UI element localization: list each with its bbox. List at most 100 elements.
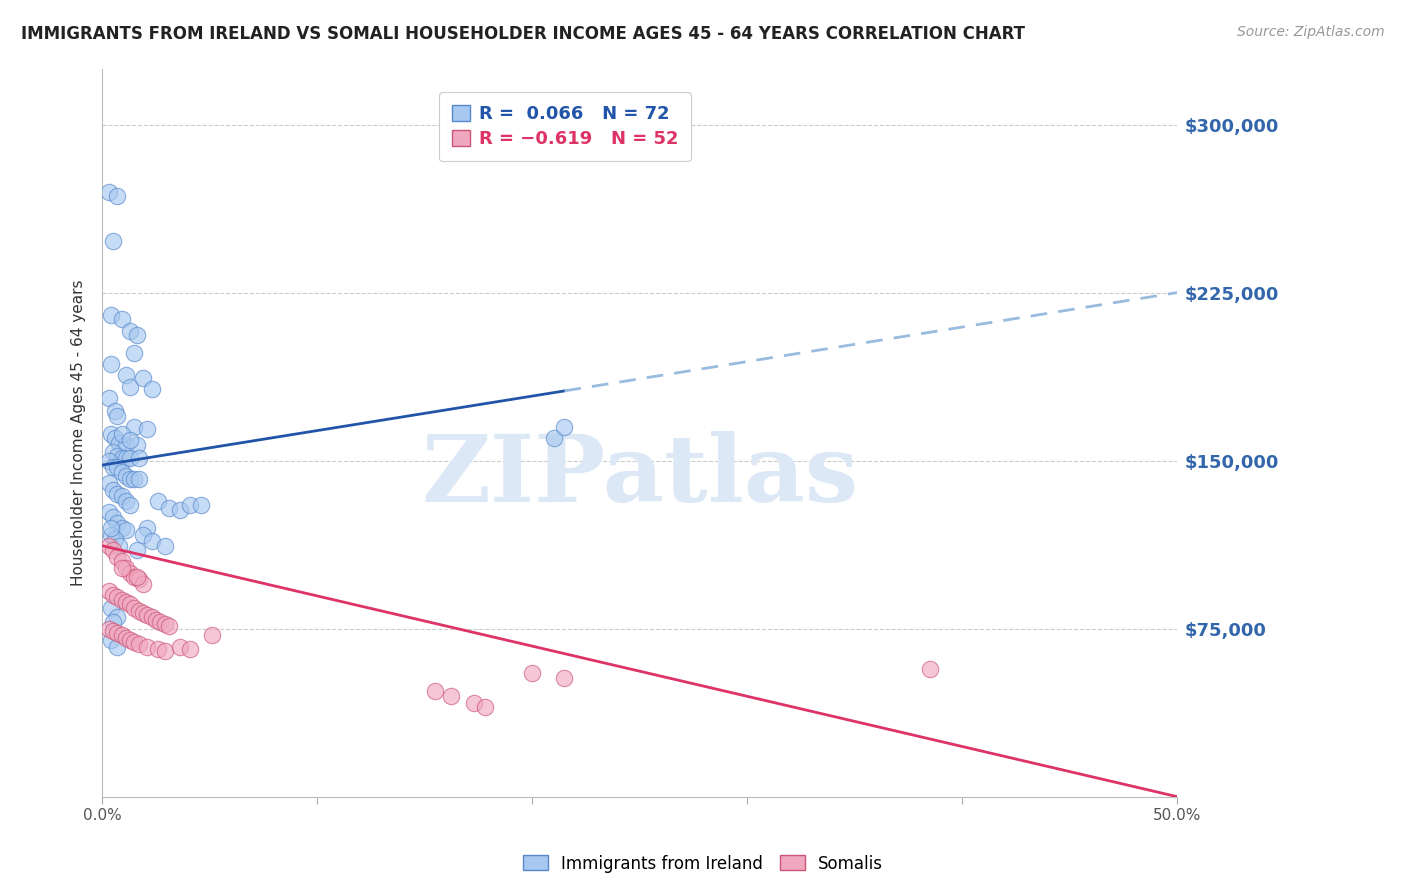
Point: [201, 628, 224, 642]
Point: [100, 527, 122, 541]
Point: [97, 505, 120, 519]
Point: [136, 422, 159, 436]
Point: [120, 566, 142, 580]
Point: [132, 527, 155, 541]
Point: [120, 632, 142, 647]
Point: [105, 591, 128, 605]
Point: [110, 628, 132, 642]
Point: [120, 597, 142, 611]
Point: [101, 624, 124, 638]
Point: [124, 635, 146, 649]
Point: [101, 588, 124, 602]
Point: [104, 532, 127, 546]
Point: [100, 357, 122, 371]
Point: [115, 631, 138, 645]
Point: [439, 689, 461, 703]
Point: [101, 460, 124, 475]
Point: [120, 499, 142, 513]
Point: [110, 592, 132, 607]
Point: [100, 521, 122, 535]
Point: [120, 471, 142, 485]
Point: [169, 503, 191, 517]
Point: [128, 604, 150, 618]
Point: [543, 431, 565, 445]
Point: [110, 465, 132, 479]
Point: [105, 189, 128, 203]
Legend: R =  0.066   N = 72, R = −0.619   N = 52: R = 0.066 N = 72, R = −0.619 N = 52: [439, 92, 690, 161]
Point: [179, 641, 201, 656]
Point: [124, 420, 146, 434]
Point: [105, 610, 128, 624]
Point: [105, 549, 128, 564]
Point: [136, 608, 159, 623]
Point: [97, 539, 120, 553]
Point: [101, 543, 124, 558]
Point: [120, 451, 142, 466]
Point: [157, 500, 180, 515]
Point: [125, 438, 148, 452]
Point: [136, 640, 159, 654]
Point: [97, 622, 120, 636]
Point: [110, 312, 132, 326]
Point: [128, 637, 150, 651]
Point: [101, 483, 124, 497]
Point: [124, 471, 146, 485]
Point: [179, 499, 201, 513]
Point: [125, 543, 148, 558]
Point: [108, 435, 131, 450]
Point: [125, 570, 148, 584]
Point: [141, 534, 163, 549]
Point: [553, 671, 575, 685]
Point: [110, 490, 132, 504]
Point: [120, 434, 142, 448]
Point: [105, 460, 128, 475]
Point: [105, 409, 128, 423]
Point: [100, 601, 122, 615]
Point: [97, 185, 120, 199]
Point: [146, 494, 169, 508]
Point: [125, 328, 148, 343]
Point: [124, 601, 146, 615]
Point: [105, 516, 128, 531]
Point: [105, 640, 128, 654]
Point: [101, 615, 124, 629]
Point: [153, 617, 176, 632]
Point: [136, 521, 159, 535]
Point: [918, 662, 941, 676]
Point: [463, 696, 485, 710]
Point: [100, 308, 122, 322]
Point: [141, 382, 163, 396]
Y-axis label: Householder Income Ages 45 - 64 years: Householder Income Ages 45 - 64 years: [72, 279, 86, 586]
Point: [425, 684, 447, 698]
Point: [115, 438, 138, 452]
Point: [132, 577, 155, 591]
Point: [97, 391, 120, 405]
Point: [149, 615, 172, 629]
Point: [128, 572, 150, 586]
Point: [132, 370, 155, 384]
Point: [124, 346, 146, 360]
Legend: Immigrants from Ireland, Somalis: Immigrants from Ireland, Somalis: [516, 848, 890, 880]
Point: [105, 626, 128, 640]
Point: [101, 509, 124, 524]
Point: [128, 451, 150, 466]
Point: [474, 700, 496, 714]
Point: [132, 606, 155, 620]
Point: [100, 426, 122, 441]
Point: [115, 451, 138, 466]
Point: [169, 640, 191, 654]
Point: [522, 666, 544, 681]
Point: [146, 641, 169, 656]
Point: [100, 632, 122, 647]
Point: [115, 561, 138, 575]
Point: [115, 469, 138, 483]
Point: [110, 426, 132, 441]
Point: [115, 523, 138, 537]
Text: Source: ZipAtlas.com: Source: ZipAtlas.com: [1237, 25, 1385, 39]
Point: [120, 379, 142, 393]
Point: [101, 234, 124, 248]
Point: [115, 368, 138, 383]
Point: [104, 404, 127, 418]
Point: [105, 487, 128, 501]
Point: [141, 610, 163, 624]
